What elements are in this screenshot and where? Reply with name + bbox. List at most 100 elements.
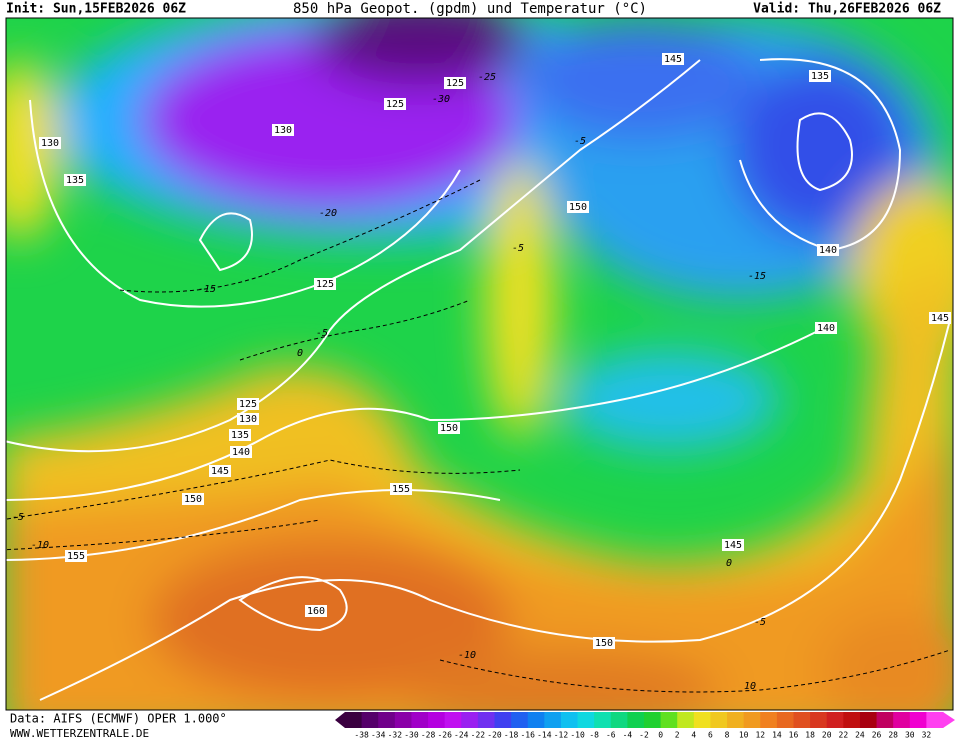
colorbar-label: 30 xyxy=(905,731,915,740)
colorbar-label: 18 xyxy=(805,731,815,740)
colorbar-swatch xyxy=(544,712,562,728)
contour-label-box xyxy=(390,483,412,495)
colorbar-swatch xyxy=(760,712,778,728)
geopotential-label: 145 xyxy=(724,540,742,551)
colorbar-label: 20 xyxy=(822,731,832,740)
colorbar-swatch xyxy=(610,712,628,728)
geopotential-label: 125 xyxy=(446,78,464,89)
colorbar-swatch xyxy=(710,712,728,728)
colorbar-swatch xyxy=(876,712,894,728)
contour-label-box xyxy=(815,322,837,334)
contour-label-box xyxy=(929,312,951,324)
colorbar-label: -22 xyxy=(471,731,486,740)
colorbar-swatch xyxy=(909,712,927,728)
geopotential-label: 150 xyxy=(569,202,587,213)
temperature-label: -5 xyxy=(316,328,328,339)
contour-label-box xyxy=(65,550,87,562)
colorbar-label: 8 xyxy=(725,731,730,740)
geopotential-label: 135 xyxy=(231,430,249,441)
contour-label-box xyxy=(237,413,259,425)
colorbar-swatch xyxy=(793,712,811,728)
contour-label-box xyxy=(237,398,259,410)
colorbar-swatch xyxy=(361,712,379,728)
contour-label-box xyxy=(230,446,252,458)
colorbar-label: -14 xyxy=(537,731,552,740)
colorbar-swatch xyxy=(893,712,911,728)
colorbar-label: -6 xyxy=(606,731,616,740)
temperature-label: -10 xyxy=(31,540,49,551)
colorbar-swatch xyxy=(494,712,512,728)
geopotential-label: 145 xyxy=(931,313,949,324)
colorbar-arrow-left xyxy=(335,712,345,728)
geopotential-labels: 1301351251251301451351501401251401451251… xyxy=(39,53,951,649)
geopotential-label: 125 xyxy=(316,279,334,290)
temperature-label: -15 xyxy=(198,284,216,295)
colorbar-swatch xyxy=(577,712,595,728)
colorbar-label: 22 xyxy=(839,731,849,740)
colorbar-swatch xyxy=(693,712,711,728)
contour-label-box xyxy=(272,124,294,136)
temperature-label: -25 xyxy=(478,72,496,83)
colorbar-swatch xyxy=(859,712,878,728)
colorbar-label: -32 xyxy=(388,731,403,740)
geopotential-label: 130 xyxy=(41,138,59,149)
colorbar-label: 16 xyxy=(789,731,799,740)
colorbar-swatch xyxy=(394,712,412,728)
colorbar-label: 2 xyxy=(675,731,680,740)
colorbar-label: 4 xyxy=(691,731,696,740)
contour-label-box xyxy=(64,174,86,186)
geopotential-label: 160 xyxy=(307,606,325,617)
colorbar-label: -38 xyxy=(354,731,369,740)
colorbar-label: -24 xyxy=(454,731,469,740)
temperature-label: -5 xyxy=(754,617,766,628)
colorbar-label: -28 xyxy=(421,731,436,740)
colorbar-label: -20 xyxy=(487,731,502,740)
contour-label-box xyxy=(567,201,589,213)
colorbar-swatch xyxy=(444,712,462,728)
colorbar-swatch xyxy=(594,712,612,728)
data-source: Data: AIFS (ECMWF) OPER 1.000° xyxy=(10,712,227,726)
colorbar-swatch xyxy=(461,712,479,728)
temperature-label: -5 xyxy=(512,243,524,254)
contour-label-box xyxy=(229,429,251,441)
colorbar-swatch xyxy=(411,712,429,728)
map-title: 850 hPa Geopot. (gpdm) und Temperatur (°… xyxy=(293,1,647,17)
colorbar-label: -8 xyxy=(589,731,599,740)
colorbar-swatch xyxy=(826,712,844,728)
colorbar-label: -4 xyxy=(623,731,633,740)
geopotential-label: 140 xyxy=(817,323,835,334)
colorbar-label: 32 xyxy=(922,731,932,740)
init-time: Init: Sun,15FEB2026 06Z xyxy=(6,2,186,17)
colorbar-swatch xyxy=(776,712,794,728)
contour-label-box xyxy=(722,539,744,551)
geopotential-label: 125 xyxy=(239,399,257,410)
geopotential-label: 145 xyxy=(211,466,229,477)
contour-label-box xyxy=(444,77,466,89)
geopotential-label: 130 xyxy=(239,414,257,425)
temperature-label: 10 xyxy=(744,681,756,692)
geopotential-label: 155 xyxy=(67,551,85,562)
colorbar-label: 28 xyxy=(888,731,898,740)
temperature-label: 0 xyxy=(297,348,303,359)
geopotential-label: 145 xyxy=(664,54,682,65)
colorbar-swatch xyxy=(378,712,396,728)
contour-label-box xyxy=(438,422,460,434)
geopotential-label: 130 xyxy=(274,125,292,136)
colorbar-swatch xyxy=(560,712,579,728)
colorbar-swatch xyxy=(477,712,495,728)
geopotential-label: 140 xyxy=(232,447,250,458)
geopotential-label: 150 xyxy=(595,638,613,649)
temperature-label: -15 xyxy=(748,271,766,282)
colorbar-swatch xyxy=(345,712,363,728)
contour-label-box xyxy=(809,70,831,82)
colorbar-arrow-right xyxy=(943,712,955,728)
geopotential-label: 155 xyxy=(392,484,410,495)
temperature-label: -20 xyxy=(319,208,337,219)
contour-label-box xyxy=(305,605,327,617)
colorbar-label: 14 xyxy=(772,731,782,740)
geopotential-label: 150 xyxy=(440,423,458,434)
contour-label-box xyxy=(662,53,684,65)
contour-label-box xyxy=(39,137,61,149)
